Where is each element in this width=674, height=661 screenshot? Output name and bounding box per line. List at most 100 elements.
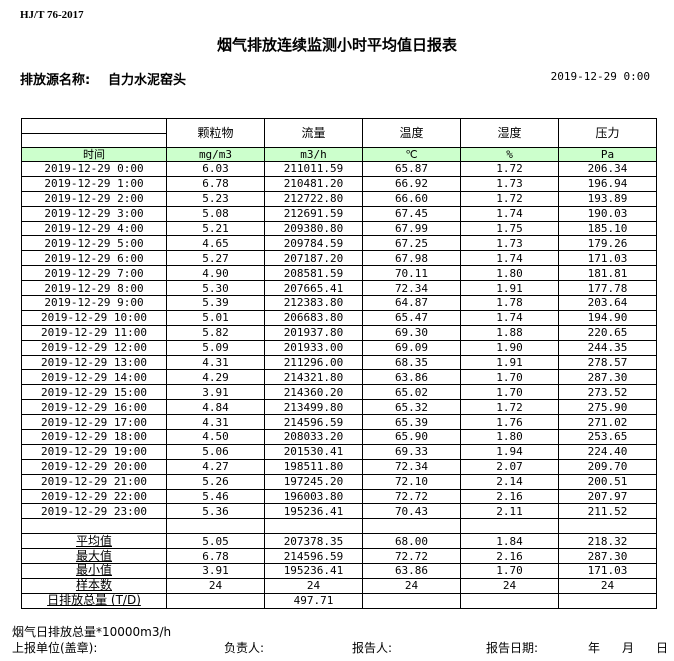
stat-value: 218.32 <box>558 533 657 550</box>
value-cell: 5.21 <box>166 220 265 237</box>
header-row: 颗粒物 流量 温度 湿度 压力 <box>21 118 657 148</box>
value-cell: 67.98 <box>362 250 461 267</box>
value-cell: 196003.80 <box>264 488 363 505</box>
blank-cell <box>166 592 265 609</box>
stat-value: 24 <box>264 577 363 594</box>
value-cell: 1.90 <box>460 339 559 356</box>
header-corner-cell <box>21 118 167 148</box>
value-cell: 66.60 <box>362 190 461 207</box>
daily-total-row: 日排放总量 (T/D) 497.71 <box>21 592 657 609</box>
daily-total-value: 497.71 <box>264 592 363 609</box>
value-cell: 214321.80 <box>264 369 363 386</box>
value-cell: 196.94 <box>558 175 657 192</box>
value-cell: 5.23 <box>166 190 265 207</box>
table-row: 2019-12-29 21:00 5.26 197245.20 72.10 2.14 20… <box>21 473 657 490</box>
value-cell: 207665.41 <box>264 280 363 297</box>
value-cell: 69.30 <box>362 324 461 341</box>
stat-value: 207378.35 <box>264 533 363 550</box>
blank-row <box>21 518 657 535</box>
value-cell: 198511.80 <box>264 458 363 475</box>
time-cell: 2019-12-29 23:00 <box>21 503 167 520</box>
table-row: 2019-12-29 14:00 4.29 214321.80 63.86 1.70 28… <box>21 369 657 386</box>
stat-label: 平均值 <box>21 533 167 550</box>
value-cell: 206.34 <box>558 161 657 177</box>
value-cell: 1.72 <box>460 399 559 416</box>
value-cell: 220.65 <box>558 324 657 341</box>
value-cell: 211011.59 <box>264 161 363 177</box>
time-cell: 2019-12-29 13:00 <box>21 354 167 371</box>
blank-cell <box>558 592 657 609</box>
value-cell: 65.90 <box>362 429 461 445</box>
value-cell: 69.33 <box>362 443 461 460</box>
value-cell: 67.99 <box>362 220 461 237</box>
value-cell: 2.14 <box>460 473 559 490</box>
table-row: 2019-12-29 0:00 6.03 211011.59 65.87 1.72 206… <box>21 161 657 177</box>
value-cell: 273.52 <box>558 384 657 401</box>
time-cell: 2019-12-29 12:00 <box>21 339 167 356</box>
standard-code: HJ/T 76-2017 <box>20 9 84 21</box>
footer-note: 烟气日排放总量*10000m3/h <box>12 625 172 639</box>
page-title: 烟气排放连续监测小时平均值日报表 <box>216 36 457 54</box>
stats-row: 最大值 6.78 214596.59 72.72 2.16 287.30 <box>21 548 657 565</box>
value-cell: 201530.41 <box>264 443 363 460</box>
value-cell: 1.75 <box>460 220 559 237</box>
time-cell: 2019-12-29 16:00 <box>21 399 167 416</box>
table-row: 2019-12-29 13:00 4.31 211296.00 68.35 1.91 27… <box>21 354 657 371</box>
value-cell: 208033.20 <box>264 429 363 445</box>
unit-cell: Pa <box>558 147 657 162</box>
time-cell: 2019-12-29 22:00 <box>21 488 167 505</box>
time-cell: 2019-12-29 21:00 <box>21 473 167 490</box>
value-cell: 195236.41 <box>264 503 363 520</box>
time-cell: 2019-12-29 1:00 <box>21 175 167 192</box>
value-cell: 211296.00 <box>264 354 363 371</box>
column-header: 流量 <box>264 118 363 148</box>
report-date-label: 报告日期: <box>486 641 539 655</box>
value-cell: 5.06 <box>166 443 265 460</box>
value-cell: 206683.80 <box>264 309 363 326</box>
value-cell: 253.65 <box>558 429 657 445</box>
value-cell: 72.34 <box>362 458 461 475</box>
stat-value: 24 <box>460 577 559 594</box>
unit-row: 时间 mg/m3 m3/h ℃% Pa <box>21 147 657 162</box>
time-cell: 2019-12-29 5:00 <box>21 235 167 252</box>
value-cell: 63.86 <box>362 369 461 386</box>
value-cell: 194.90 <box>558 309 657 326</box>
reporter-label: 报告人: <box>352 641 393 655</box>
blank-cell <box>558 518 657 535</box>
stats-row: 样本数 24 24 24 24 24 <box>21 577 657 594</box>
value-cell: 209784.59 <box>264 235 363 252</box>
value-cell: 181.81 <box>558 265 657 282</box>
value-cell: 66.92 <box>362 175 461 192</box>
time-cell: 2019-12-29 20:00 <box>21 458 167 475</box>
table-row: 2019-12-29 9:00 5.39 212383.80 64.87 1.78 203… <box>21 295 657 311</box>
stat-value: 1.84 <box>460 533 559 550</box>
stat-value: 24 <box>558 577 657 594</box>
corner-divider <box>22 133 166 134</box>
value-cell: 190.03 <box>558 205 657 222</box>
value-cell: 5.30 <box>166 280 265 297</box>
value-cell: 1.76 <box>460 414 559 431</box>
value-cell: 193.89 <box>558 190 657 207</box>
time-cell: 2019-12-29 3:00 <box>21 205 167 222</box>
value-cell: 1.74 <box>460 250 559 267</box>
stat-label: 最小值 <box>21 563 167 579</box>
blank-cell <box>362 592 461 609</box>
value-cell: 1.73 <box>460 235 559 252</box>
column-header: 湿度 <box>460 118 559 148</box>
day-label: 日 <box>656 641 669 655</box>
value-cell: 214596.59 <box>264 414 363 431</box>
table-row: 2019-12-29 20:00 4.27 198511.80 72.34 2.07 20… <box>21 458 657 475</box>
value-cell: 67.25 <box>362 235 461 252</box>
value-cell: 1.80 <box>460 265 559 282</box>
stat-label: 最大值 <box>21 548 167 565</box>
table-row: 2019-12-29 10:00 5.01 206683.80 65.47 1.74 19… <box>21 309 657 326</box>
value-cell: 5.46 <box>166 488 265 505</box>
stat-value: 24 <box>166 577 265 594</box>
unit-cell: mg/m3 <box>166 147 265 162</box>
value-cell: 208581.59 <box>264 265 363 282</box>
report-table: 颗粒物 流量 温度 湿度 压力 时间 mg/m3 m3/h ℃% Pa 2019-12-29 0:0… <box>21 118 657 609</box>
stats-row: 平均值 5.05 207378.35 68.00 1.84 218.32 <box>21 533 657 550</box>
column-header: 温度 <box>362 118 461 148</box>
time-cell: 2019-12-29 19:00 <box>21 443 167 460</box>
table-row: 2019-12-29 8:00 5.30 207665.41 72.34 1.91 177… <box>21 280 657 297</box>
